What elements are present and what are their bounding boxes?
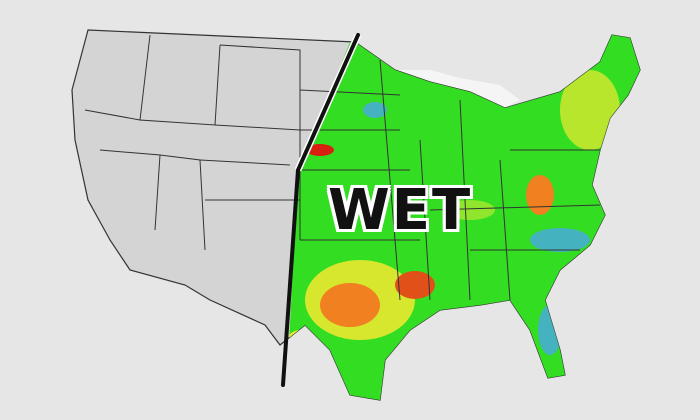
wet-label: WET (328, 178, 473, 243)
lakes-and-coast (395, 70, 520, 108)
state-borders (84, 34, 601, 301)
wet-dry-divider-line (281, 33, 360, 387)
